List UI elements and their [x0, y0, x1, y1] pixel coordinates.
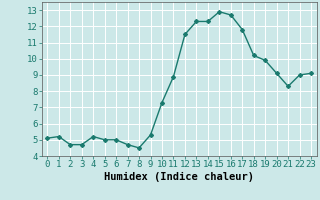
X-axis label: Humidex (Indice chaleur): Humidex (Indice chaleur)	[104, 172, 254, 182]
